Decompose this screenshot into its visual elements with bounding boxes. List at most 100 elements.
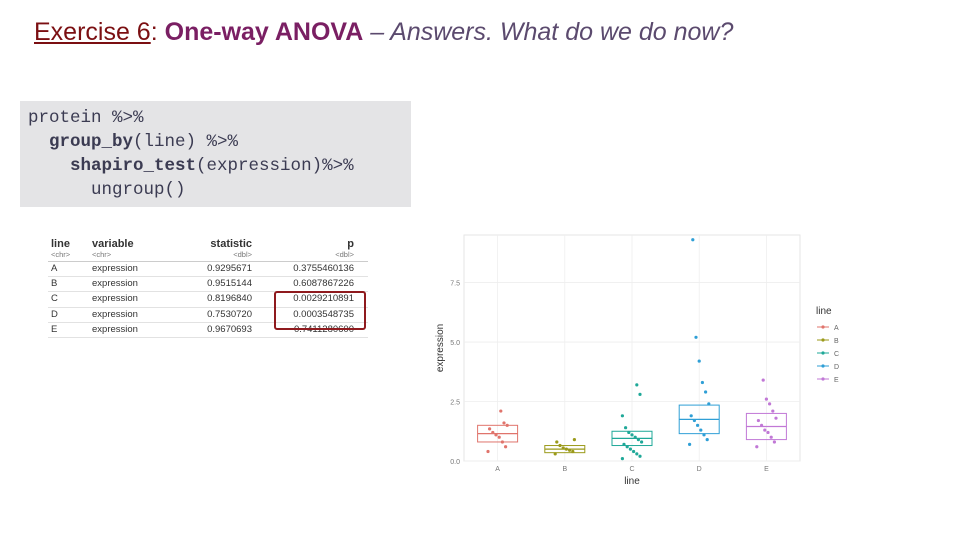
cell-statistic: 0.9515144 xyxy=(207,278,252,290)
data-point xyxy=(632,449,636,454)
title-subject: One-way ANOVA xyxy=(164,18,364,46)
x-tick-labels: A B C D E xyxy=(495,466,769,473)
data-point xyxy=(640,440,644,444)
data-point xyxy=(486,449,490,454)
legend-label: D xyxy=(834,364,839,371)
data-point xyxy=(558,443,562,448)
data-point xyxy=(688,442,692,446)
legend-dot xyxy=(821,338,825,342)
shapiro-results-table: line variable statistic p <chr> <chr> <d… xyxy=(48,238,368,338)
legend-label: C xyxy=(834,351,839,358)
series-a xyxy=(477,409,519,454)
legend-label: B xyxy=(834,338,839,345)
data-point xyxy=(625,445,629,449)
data-point xyxy=(635,452,639,456)
legend-item: A xyxy=(817,325,839,332)
data-point xyxy=(497,435,501,439)
code-fn-shapiro-test: shapiro_test xyxy=(70,156,197,176)
header-line: line xyxy=(51,238,70,250)
exercise-label: Exercise 6 xyxy=(34,18,151,46)
data-point xyxy=(638,392,642,396)
data-point xyxy=(756,418,760,423)
data-point xyxy=(633,435,637,439)
legend-item: E xyxy=(817,377,839,384)
series-e xyxy=(745,378,787,449)
cell-variable: expression xyxy=(92,278,138,290)
data-point xyxy=(620,457,624,461)
data-point xyxy=(692,418,696,423)
data-point xyxy=(764,397,768,401)
x-tick-label: C xyxy=(629,466,634,473)
data-point xyxy=(627,430,631,435)
data-point xyxy=(502,421,506,425)
legend-title: line xyxy=(816,306,832,317)
data-point xyxy=(635,383,639,387)
data-point xyxy=(624,426,628,430)
code-line-1: protein %>% xyxy=(28,108,144,128)
x-tick-label: D xyxy=(697,466,702,473)
x-tick-label: A xyxy=(495,466,500,473)
data-point xyxy=(500,440,504,444)
data-point xyxy=(755,445,759,449)
data-point xyxy=(620,414,624,418)
cell-variable: expression xyxy=(92,308,138,320)
data-point xyxy=(702,433,706,437)
data-point xyxy=(636,437,640,442)
cell-statistic: 0.8196840 xyxy=(207,293,252,305)
data-point xyxy=(763,428,767,432)
cell-statistic: 0.7530720 xyxy=(207,308,252,320)
data-point xyxy=(505,423,509,427)
x-tick-label: E xyxy=(764,466,769,473)
data-point xyxy=(705,437,709,442)
x-axis-label: line xyxy=(624,476,640,487)
data-point xyxy=(696,423,700,427)
data-point xyxy=(572,437,576,442)
cell-p: 0.3755460136 xyxy=(293,263,354,274)
header-variable: variable xyxy=(92,238,134,250)
table-row: B expression 0.9515144 0.6087867226 xyxy=(48,277,368,293)
data-point xyxy=(488,427,492,431)
data-point xyxy=(568,448,572,452)
cell-variable: expression xyxy=(92,293,138,305)
legend-dot xyxy=(821,325,825,329)
cell-line: B xyxy=(51,278,58,290)
title-colon: : xyxy=(150,18,158,46)
table-row: C expression 0.8196840 0.0029210891 xyxy=(48,292,368,308)
x-tick-label: B xyxy=(562,466,567,473)
type-statistic: <dbl> xyxy=(233,250,252,259)
cell-line: E xyxy=(51,323,58,335)
data-point xyxy=(699,428,703,432)
y-tick-label: 2.5 xyxy=(450,400,460,407)
data-point xyxy=(691,238,695,242)
data-point xyxy=(766,430,770,435)
cell-p: 0.0003548735 xyxy=(293,308,354,320)
type-line: <chr> xyxy=(51,250,71,259)
data-point xyxy=(638,454,642,458)
data-point xyxy=(774,416,778,420)
data-point xyxy=(555,440,559,444)
plot-marks xyxy=(477,238,787,461)
cell-statistic: 0.9670693 xyxy=(207,323,252,335)
y-tick-label: 7.5 xyxy=(450,281,460,288)
header-p: p xyxy=(347,238,354,250)
y-axis-label: expression xyxy=(435,324,446,372)
legend-item: C xyxy=(817,351,839,358)
data-point xyxy=(760,423,764,427)
code-line-2-rest: (line) %>% xyxy=(133,132,239,152)
data-point xyxy=(768,402,772,406)
data-point xyxy=(561,446,565,450)
data-point xyxy=(622,442,626,446)
legend-dot xyxy=(821,364,825,368)
data-point xyxy=(564,447,568,451)
legend-dot xyxy=(821,351,825,355)
data-point xyxy=(704,390,708,394)
table-row: D expression 0.7530720 0.0003548735 xyxy=(48,308,368,323)
data-point xyxy=(630,433,634,437)
cell-statistic: 0.9295671 xyxy=(207,263,252,274)
type-p: <dbl> xyxy=(335,250,354,259)
type-variable: <chr> xyxy=(92,250,112,259)
table-types: <chr> <chr> <dbl> <dbl> xyxy=(48,250,368,262)
significant-p-highlight xyxy=(274,291,366,330)
